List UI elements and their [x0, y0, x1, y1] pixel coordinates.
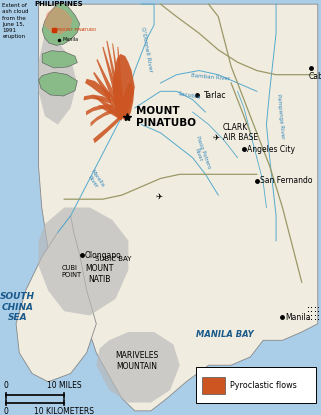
Polygon shape — [39, 208, 128, 315]
Text: MANILA BAY: MANILA BAY — [196, 330, 254, 339]
Polygon shape — [16, 216, 96, 382]
Polygon shape — [96, 332, 180, 403]
Text: San Fernando: San Fernando — [260, 176, 313, 185]
Polygon shape — [42, 51, 77, 68]
Text: Cabanatuan: Cabanatuan — [308, 72, 321, 81]
Text: SOUTH
CHINA
SEA: SOUTH CHINA SEA — [0, 292, 35, 322]
Polygon shape — [112, 54, 135, 116]
Text: MARIVELES
MOUNTAIN: MARIVELES MOUNTAIN — [115, 352, 158, 371]
Polygon shape — [96, 59, 126, 119]
Text: Pyroclastic flows: Pyroclastic flows — [230, 381, 296, 390]
Polygon shape — [39, 33, 77, 124]
Polygon shape — [93, 113, 123, 143]
Polygon shape — [112, 43, 125, 117]
Polygon shape — [91, 109, 114, 127]
Text: Sacobia: Sacobia — [178, 91, 201, 100]
Polygon shape — [45, 7, 73, 34]
Text: Manila: Manila — [62, 37, 78, 42]
Text: SUBIC BAY: SUBIC BAY — [95, 256, 131, 262]
Text: Angeles City: Angeles City — [247, 145, 295, 154]
Polygon shape — [117, 47, 125, 117]
Text: ✈: ✈ — [212, 133, 219, 142]
Polygon shape — [93, 72, 126, 120]
Polygon shape — [106, 41, 125, 118]
Text: ✈: ✈ — [155, 191, 162, 200]
Text: Manila: Manila — [286, 313, 311, 322]
Text: Tarlac: Tarlac — [204, 91, 226, 100]
Polygon shape — [42, 2, 80, 45]
Polygon shape — [39, 72, 77, 96]
Text: Marella
River: Marella River — [84, 169, 105, 192]
Text: MOUNT
NATIB: MOUNT NATIB — [85, 264, 114, 283]
Text: 10 MILES: 10 MILES — [47, 381, 82, 390]
Text: 0: 0 — [4, 407, 9, 415]
Polygon shape — [83, 95, 112, 104]
Text: PHILIPPINES: PHILIPPINES — [34, 1, 83, 7]
Polygon shape — [102, 46, 125, 118]
Text: Extent of
ash cloud
from the
June 15,
1991
eruption: Extent of ash cloud from the June 15, 19… — [2, 3, 29, 39]
Text: Bamban River: Bamban River — [191, 73, 230, 81]
Text: MOUNT PINATUBO: MOUNT PINATUBO — [57, 28, 97, 32]
Polygon shape — [94, 95, 124, 121]
Text: 0: 0 — [4, 381, 9, 390]
Polygon shape — [120, 83, 134, 120]
Bar — [202, 377, 225, 394]
Text: CUBI
POINT: CUBI POINT — [62, 265, 82, 278]
Text: Pampanga River: Pampanga River — [276, 93, 285, 139]
Text: MOUNT
PINATUBO: MOUNT PINATUBO — [136, 106, 196, 128]
Polygon shape — [85, 79, 112, 100]
Polygon shape — [86, 105, 113, 115]
Text: CLARK
AIR BASE: CLARK AIR BASE — [223, 123, 258, 142]
Text: Olongapo: Olongapo — [85, 251, 122, 260]
Bar — [196, 367, 316, 403]
Text: Pasig Potrero
River: Pasig Potrero River — [190, 136, 212, 171]
Polygon shape — [98, 105, 124, 120]
Polygon shape — [39, 4, 318, 411]
Text: 10 KILOMETERS: 10 KILOMETERS — [34, 407, 94, 415]
Text: O'Donnell River: O'Donnell River — [140, 27, 152, 73]
